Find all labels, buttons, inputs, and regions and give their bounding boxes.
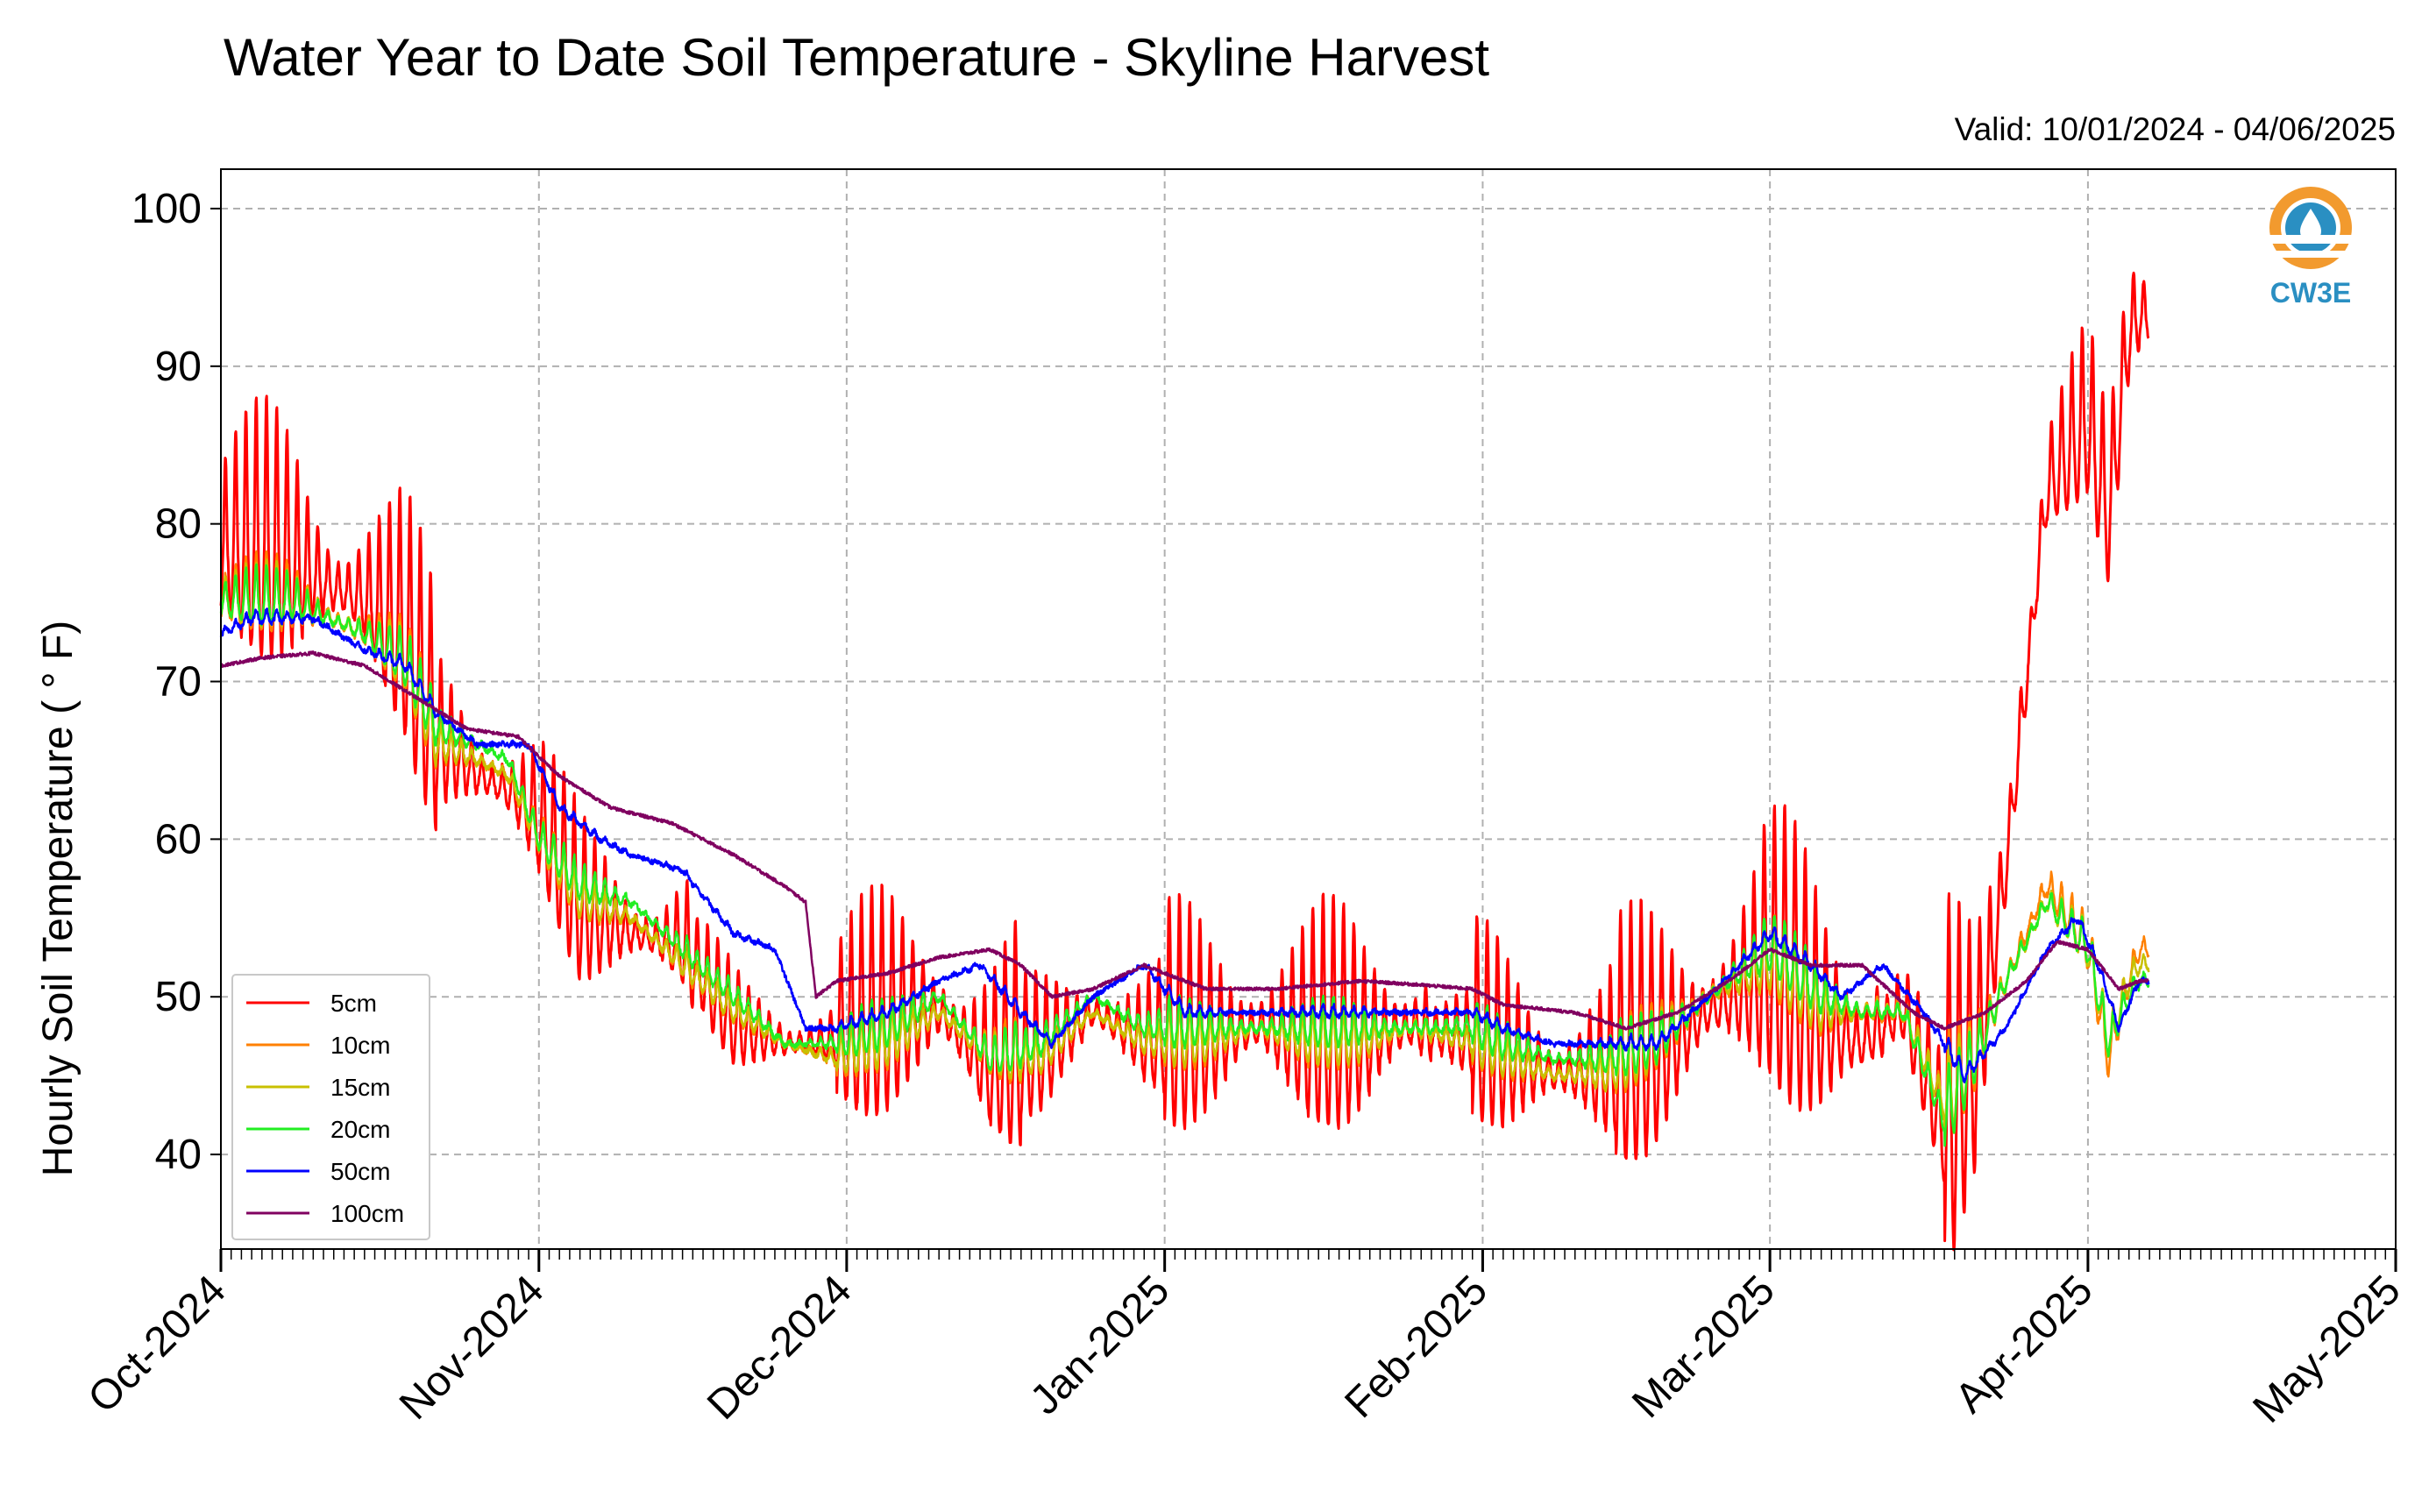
legend-label-20cm: 20cm (330, 1116, 390, 1143)
legend: 5cm 10cm 15cm 20cm 50cm 100cm (231, 974, 430, 1240)
legend-label-15cm: 15cm (330, 1074, 390, 1101)
x-tick-label: Feb-2025 (1336, 1267, 1496, 1427)
chart-title: Water Year to Date Soil Temperature - Sk… (224, 28, 1489, 87)
y-tick-label: 50 (155, 974, 202, 1020)
y-tick-label: 80 (155, 501, 202, 548)
series-line-20cm (219, 563, 2150, 1147)
y-tick-label: 60 (155, 816, 202, 862)
x-tick-label: Mar-2025 (1623, 1267, 1784, 1427)
x-tick-label: Apr-2025 (1947, 1267, 2102, 1422)
chart-subtitle: Valid: 10/01/2024 - 04/06/2025 (1955, 111, 2396, 147)
x-tick-label: Nov-2024 (391, 1267, 553, 1429)
x-tick-label: Oct-2024 (80, 1267, 235, 1422)
cw3e-logo: CW3E (2269, 187, 2353, 309)
axes: 40 50 60 70 80 90 100 Oct-2024 Nov-2024 Dec-2024 J… (80, 186, 2410, 1432)
legend-label-5cm: 5cm (330, 990, 377, 1017)
logo-text: CW3E (2270, 277, 2351, 309)
legend-label-10cm: 10cm (330, 1032, 390, 1059)
x-tick-label: Dec-2024 (699, 1267, 861, 1429)
x-tick-label: Jan-2025 (1021, 1267, 1178, 1423)
y-tick-label: 90 (155, 344, 202, 390)
series-line-50cm (219, 607, 2150, 1083)
y-tick-label: 40 (155, 1132, 202, 1178)
water-drop-icon (2300, 209, 2321, 242)
legend-label-50cm: 50cm (330, 1158, 390, 1185)
x-tick-label: May-2025 (2244, 1267, 2409, 1431)
series-line-5cm (219, 271, 2150, 1252)
y-tick-label: 100 (131, 186, 202, 232)
series-line-100cm (220, 650, 2149, 1031)
legend-box (231, 974, 430, 1240)
y-tick-label: 70 (155, 659, 202, 706)
legend-label-100cm: 100cm (330, 1200, 404, 1227)
series-layer (219, 271, 2150, 1252)
y-axis-label: Hourly Soil Temperature ( ° F) (35, 621, 82, 1177)
